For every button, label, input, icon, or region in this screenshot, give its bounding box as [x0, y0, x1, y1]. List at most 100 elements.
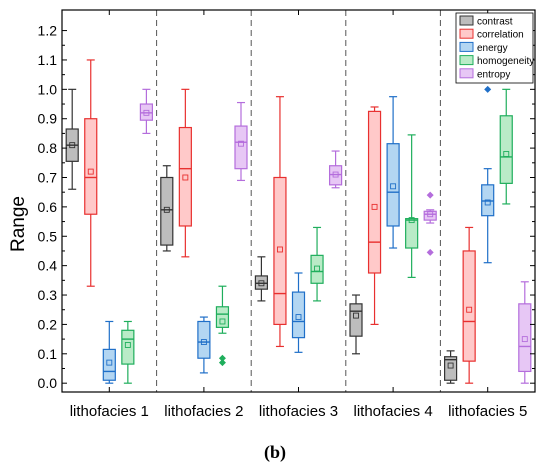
box-iqr: [310, 254, 324, 284]
box-iqr: [423, 210, 437, 221]
box-iqr: [273, 176, 287, 326]
box-homogeneity: [215, 285, 230, 367]
mean-marker: [314, 265, 320, 272]
legend-swatch-entropy: [459, 68, 474, 79]
box-energy: [291, 272, 306, 353]
mean-marker: [408, 217, 415, 224]
mean-marker: [466, 306, 473, 313]
box-entropy: [328, 150, 343, 189]
x-category-label: lithofacies 2: [164, 403, 243, 420]
box-correlation: [367, 106, 382, 326]
mean-marker: [447, 362, 454, 369]
y-tick-label: 1.0: [38, 81, 58, 97]
mean-marker: [277, 246, 283, 253]
mean-marker: [503, 151, 510, 157]
y-tick-label: 0.1: [38, 346, 58, 362]
y-tick-label: 0.5: [38, 228, 58, 244]
box-homogeneity: [310, 226, 324, 302]
mean-marker: [219, 318, 226, 325]
y-tick-label: 0.2: [38, 316, 58, 332]
category-separators: [156, 10, 441, 392]
mean-marker: [200, 339, 207, 345]
box-energy: [481, 85, 495, 264]
box-iqr: [160, 176, 174, 246]
box-iqr: [499, 115, 513, 184]
box-entropy: [234, 101, 248, 182]
box-correlation: [462, 226, 476, 384]
box-iqr: [462, 250, 476, 362]
outlier-point: [218, 359, 226, 367]
box-contrast: [349, 294, 363, 355]
box-iqr: [367, 110, 382, 274]
box-energy: [197, 316, 211, 374]
box-iqr: [178, 126, 192, 227]
y-axis-title: Range: [8, 196, 29, 252]
mean-marker: [163, 206, 170, 213]
box-iqr: [328, 165, 343, 186]
box-contrast: [254, 256, 269, 302]
legend: contrast correlation energy homogeneity entr…: [455, 12, 534, 84]
mean-marker: [87, 168, 94, 175]
box-series-group: [65, 59, 532, 384]
box-homogeneity: [405, 134, 419, 278]
legend-label-entropy: entropy: [477, 69, 510, 80]
box-iqr: [84, 118, 98, 215]
y-axis: 0.0 0.1 0.2 0.3 0.4 0.5 0.6 0.7 0.8 0.9 1.0 1.1 1.2: [38, 23, 535, 391]
mean-marker: [332, 171, 339, 178]
x-category-label: lithofacies 5: [448, 403, 527, 420]
y-tick-label: 0.0: [38, 375, 58, 391]
mean-marker: [295, 314, 302, 321]
y-tick-label: 1.1: [38, 52, 58, 68]
mean-marker: [238, 140, 244, 147]
x-category-label: lithofacies 3: [259, 403, 338, 420]
box-correlation: [273, 96, 287, 348]
box-iqr: [215, 306, 230, 328]
box-contrast: [160, 165, 174, 252]
mean-marker: [521, 336, 528, 343]
mean-marker: [124, 342, 131, 348]
x-category-label: lithofacies 1: [70, 403, 149, 420]
x-category-label: lithofacies 4: [353, 403, 432, 420]
box-iqr: [349, 303, 363, 337]
y-tick-label: 0.3: [38, 287, 58, 303]
x-axis: lithofacies 1 lithofacies 2 lithofacies 3 l…: [70, 10, 527, 420]
legend-label-homogeneity: homogeneity: [477, 56, 534, 67]
mean-marker: [106, 359, 113, 366]
y-tick-label: 0.4: [38, 258, 58, 274]
figure-caption: (b): [264, 442, 286, 463]
legend-swatch-homogeneity: [459, 55, 474, 66]
box-energy: [102, 320, 116, 384]
box-iqr: [234, 125, 248, 170]
legend-swatch-energy: [459, 41, 474, 52]
outlier-point: [218, 354, 226, 362]
mean-marker: [353, 312, 359, 319]
mean-marker: [258, 280, 265, 287]
mean-marker: [371, 203, 378, 210]
outlier-point: [426, 191, 434, 199]
box-entropy: [518, 281, 532, 384]
y-tick-label: 0.9: [38, 111, 58, 127]
outlier-point: [426, 248, 434, 256]
box-iqr: [254, 275, 269, 290]
box-iqr: [386, 143, 400, 227]
box-entropy: [423, 191, 437, 256]
legend-swatch-correlation: [459, 28, 474, 39]
legend-label-correlation: correlation: [477, 30, 524, 41]
y-tick-label: 0.8: [38, 140, 58, 156]
box-correlation: [84, 59, 98, 287]
mean-marker: [427, 211, 434, 218]
legend-label-contrast: contrast: [477, 17, 513, 28]
box-iqr: [405, 218, 419, 249]
mean-marker: [182, 174, 189, 181]
box-contrast: [444, 350, 458, 384]
box-iqr: [139, 103, 153, 121]
mean-marker: [484, 199, 491, 206]
mean-marker: [390, 183, 397, 190]
mean-marker: [143, 109, 150, 116]
outlier-point: [484, 85, 492, 93]
mean-marker: [69, 142, 76, 149]
box-entropy: [139, 88, 153, 135]
legend-label-energy: energy: [477, 43, 508, 54]
y-tick-label: 0.7: [38, 169, 58, 185]
